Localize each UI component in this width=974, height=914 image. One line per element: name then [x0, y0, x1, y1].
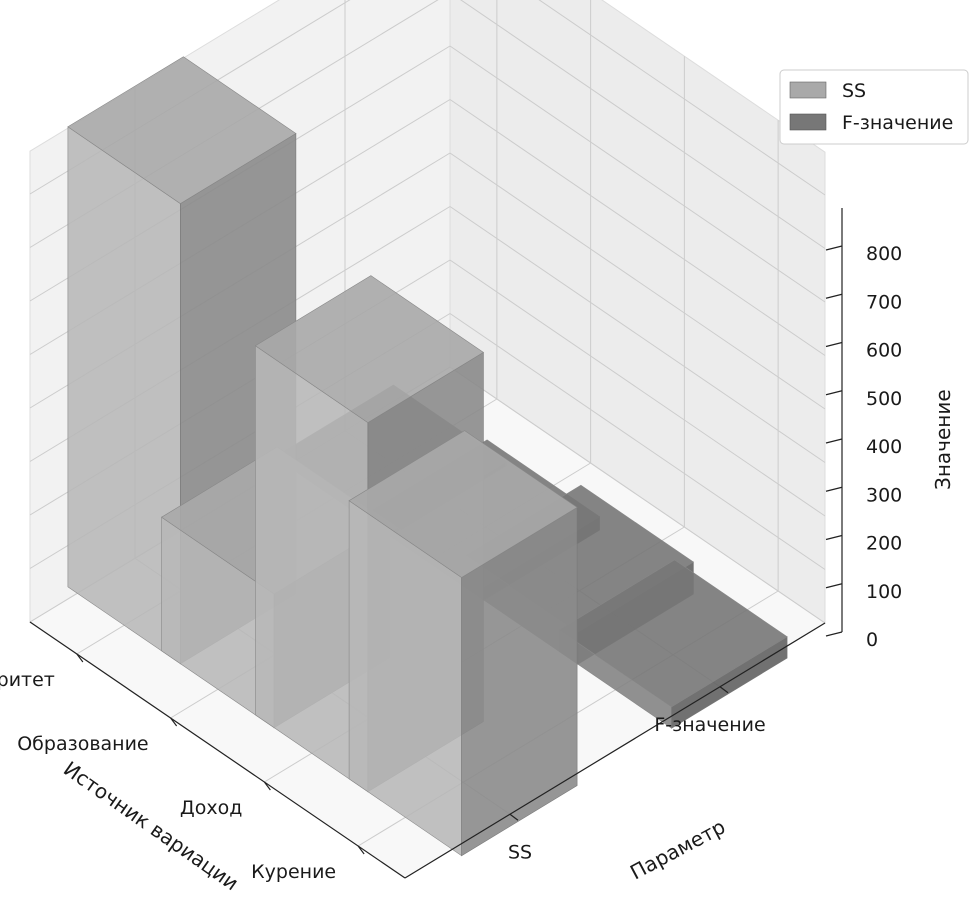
z-tick-mark	[825, 438, 843, 444]
y-tick-label: F-значение	[654, 714, 765, 736]
z-tick-label: 300	[866, 484, 902, 506]
z-tick-mark	[825, 390, 843, 396]
z-tick-mark	[825, 583, 843, 589]
z-axis-label: Значение	[931, 389, 955, 490]
bar-face-top	[254, 275, 484, 423]
bar-face-top	[67, 56, 297, 204]
grid-line-z-right	[449, 99, 826, 356]
grid-line-z-right	[449, 259, 826, 517]
z-tick-label: 500	[866, 388, 902, 410]
z-tick-mark	[825, 245, 843, 251]
x-tick-label: Курение	[251, 861, 336, 883]
z-tick-label: 0	[866, 629, 878, 651]
bar-Курение-F-значение	[558, 559, 788, 729]
z-tick-mark	[825, 631, 843, 637]
grid-line-z-right	[449, 206, 826, 463]
z-tick-label: 600	[866, 340, 902, 362]
y-tick-mark	[509, 813, 519, 821]
z-tick-label: 800	[866, 243, 902, 265]
x-axis-label: Источник вариации	[59, 756, 243, 895]
legend: SS F-значение	[779, 69, 969, 145]
x-tick-label: Доход	[180, 797, 242, 819]
grid-line-z-right	[449, 313, 826, 570]
x-tick-label: Образование	[17, 733, 148, 755]
z-tick-label: 700	[866, 291, 902, 313]
y-axis-label: Параметр	[626, 814, 729, 884]
x-tick-label: Паритет	[0, 669, 55, 691]
z-tick-mark	[825, 534, 843, 541]
z-tick-mark	[825, 341, 843, 348]
bar-Курение-SS	[348, 430, 578, 857]
grid-line-z-right	[449, 366, 826, 624]
chart-bars	[67, 56, 788, 857]
grid-line-z-right	[460, 0, 826, 249]
z-tick-label: 200	[866, 533, 902, 555]
z-tick-label: 400	[866, 436, 902, 458]
legend-swatch-ss	[789, 81, 827, 99]
grid-line-z-right	[449, 152, 826, 410]
grid-line-z-right	[449, 45, 826, 303]
y-tick-mark	[719, 686, 729, 694]
chart-axes: Паритет Образование Доход Курение SS F-значен…	[0, 208, 902, 883]
y-tick-label: SS	[508, 841, 532, 863]
y-axis-line	[404, 622, 826, 879]
legend-box	[779, 69, 969, 145]
x-tick-mark	[357, 845, 365, 855]
legend-label-ss: SS	[842, 80, 866, 102]
x-tick-mark	[263, 781, 271, 791]
grid-line-z-right	[538, 0, 826, 196]
bar-face-top	[558, 559, 788, 708]
legend-swatch-f	[789, 113, 827, 131]
x-tick-mark	[170, 717, 178, 727]
legend-label-f: F-значение	[842, 112, 953, 134]
z-tick-mark	[825, 293, 843, 299]
z-tick-mark	[825, 486, 843, 492]
x-axis-line	[29, 621, 406, 879]
x-tick-mark	[76, 653, 84, 663]
z-tick-label: 100	[866, 581, 902, 603]
bar-face-top	[348, 430, 578, 578]
